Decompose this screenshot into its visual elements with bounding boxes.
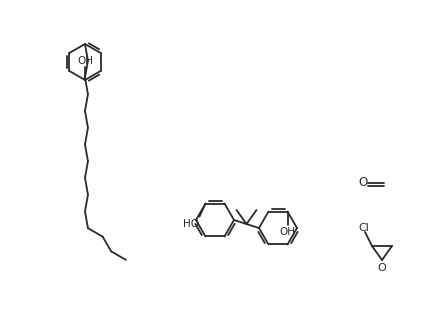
Text: HO: HO — [183, 218, 198, 229]
Text: OH: OH — [279, 227, 296, 237]
Text: O: O — [378, 263, 386, 273]
Text: O: O — [358, 177, 367, 189]
Text: Cl: Cl — [358, 223, 369, 233]
Text: OH: OH — [77, 56, 93, 66]
